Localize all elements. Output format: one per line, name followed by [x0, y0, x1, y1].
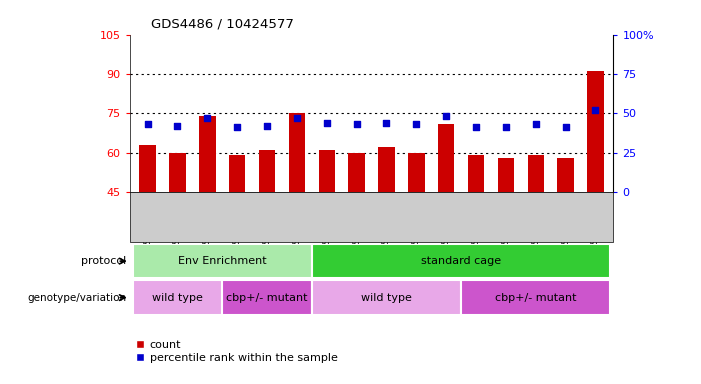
- Bar: [468, 155, 484, 192]
- Legend: count, percentile rank within the sample: count, percentile rank within the sample: [135, 339, 338, 363]
- Bar: [379, 147, 395, 192]
- Text: wild type: wild type: [361, 293, 412, 303]
- Point: [321, 120, 332, 126]
- Bar: [312, 280, 461, 315]
- Bar: [199, 116, 215, 192]
- Point: [590, 107, 601, 113]
- Point: [231, 124, 243, 131]
- Bar: [348, 153, 365, 192]
- Point: [501, 124, 512, 131]
- Bar: [139, 145, 156, 192]
- Bar: [557, 158, 574, 192]
- Bar: [259, 150, 275, 192]
- Bar: [498, 158, 514, 192]
- Text: protocol: protocol: [81, 256, 126, 266]
- Point: [351, 121, 362, 127]
- Bar: [408, 153, 425, 192]
- Text: cbp+/- mutant: cbp+/- mutant: [495, 293, 576, 303]
- Point: [470, 124, 482, 131]
- Bar: [132, 244, 312, 278]
- Bar: [587, 71, 604, 192]
- Bar: [438, 124, 454, 192]
- Point: [440, 113, 451, 119]
- Point: [261, 123, 273, 129]
- Text: Env Enrichment: Env Enrichment: [178, 256, 266, 266]
- Point: [292, 115, 303, 121]
- Bar: [461, 280, 611, 315]
- Bar: [132, 280, 222, 315]
- Point: [142, 121, 154, 127]
- Bar: [289, 113, 305, 192]
- Point: [381, 120, 392, 126]
- Point: [172, 123, 183, 129]
- Text: standard cage: standard cage: [421, 256, 501, 266]
- Bar: [229, 155, 245, 192]
- Bar: [318, 150, 335, 192]
- Bar: [222, 280, 312, 315]
- Text: genotype/variation: genotype/variation: [27, 293, 126, 303]
- Bar: [312, 244, 611, 278]
- Point: [411, 121, 422, 127]
- Bar: [528, 155, 544, 192]
- Point: [560, 124, 571, 131]
- Text: wild type: wild type: [152, 293, 203, 303]
- Text: cbp+/- mutant: cbp+/- mutant: [226, 293, 308, 303]
- Text: GDS4486 / 10424577: GDS4486 / 10424577: [151, 18, 294, 31]
- Point: [202, 115, 213, 121]
- Bar: [169, 153, 186, 192]
- Point: [530, 121, 541, 127]
